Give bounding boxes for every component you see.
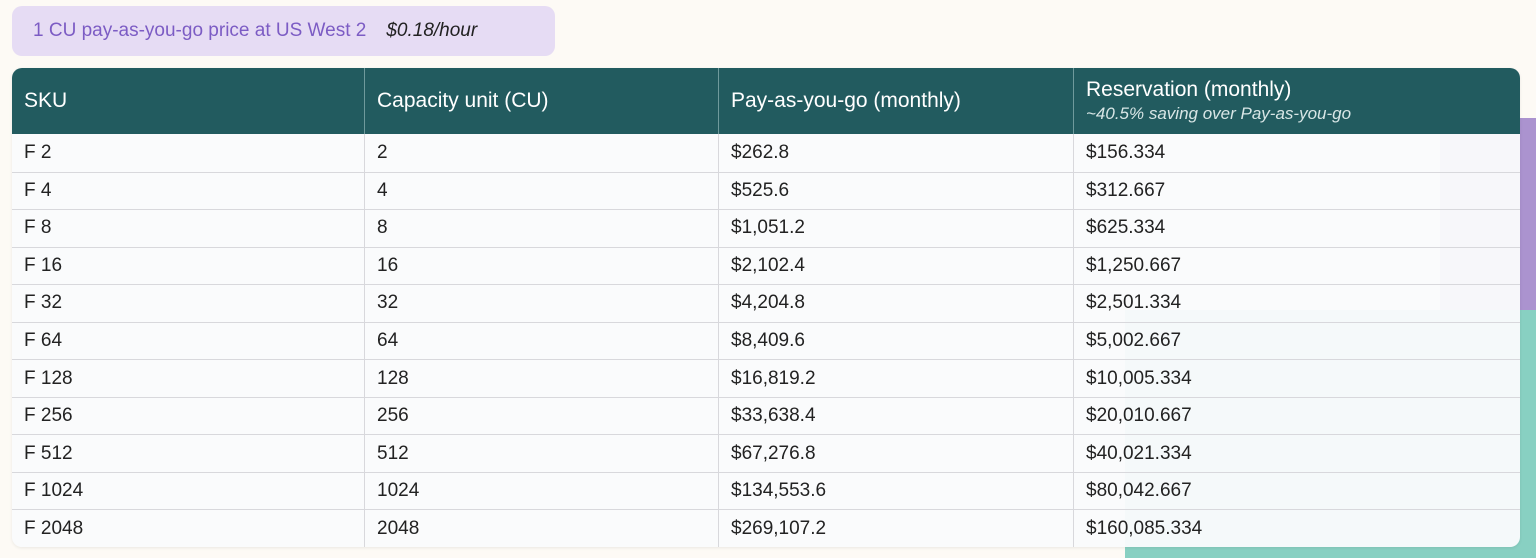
table-row: F 4 4 $525.6 $312.667: [12, 171, 1520, 210]
header-sublabel: ~40.5% saving over Pay-as-you-go: [1086, 104, 1352, 123]
cell-pay-as-you-go: $16,819.2: [719, 360, 1074, 397]
callout-price: $0.18/hour: [386, 20, 478, 41]
cell-capacity-unit: 128: [365, 360, 719, 397]
cell-sku: F 2: [12, 134, 365, 172]
cell-capacity-unit: 1024: [365, 472, 719, 510]
cell-sku: F 1024: [12, 472, 365, 510]
header-label: Capacity unit (CU): [377, 89, 549, 112]
table-row: F 1024 1024 $134,553.6 $80,042.667: [12, 471, 1520, 510]
table-row: F 2048 2048 $269,107.2 $160,085.334: [12, 509, 1520, 547]
cell-reservation: $2,501.334: [1086, 292, 1182, 314]
cell-pay-as-you-go: $134,553.6: [719, 472, 1074, 510]
header-pay-as-you-go: Pay-as-you-go (monthly): [719, 68, 1074, 134]
pricing-table: SKU Capacity unit (CU) Pay-as-you-go (mo…: [12, 68, 1520, 547]
cell-capacity-unit: 8: [365, 210, 719, 247]
table-row: F 32 32 $4,204.8 $2,501.334: [12, 284, 1520, 322]
cell-reservation: $40,021.334: [1086, 442, 1192, 464]
header-label: Reservation (monthly): [1086, 78, 1292, 101]
cell-capacity-unit: 256: [365, 397, 719, 435]
table-row: F 16 16 $2,102.4 $1,250.667: [12, 246, 1520, 285]
cell-pay-as-you-go: $262.8: [719, 134, 1074, 172]
cell-reservation: $156.334: [1086, 141, 1166, 163]
table-row: F 64 64 $8,409.6 $5,002.667: [12, 321, 1520, 360]
header-label: Pay-as-you-go (monthly): [731, 89, 961, 112]
cell-capacity-unit: 4: [365, 172, 719, 210]
cell-pay-as-you-go: $8,409.6: [719, 322, 1074, 360]
table-header: SKU Capacity unit (CU) Pay-as-you-go (mo…: [12, 68, 1520, 134]
cell-sku: F 8: [12, 210, 365, 247]
table-row: F 2 2 $262.8 $156.334: [12, 134, 1520, 172]
header-reservation: Reservation (monthly) ~40.5% saving over…: [1074, 68, 1520, 134]
cell-pay-as-you-go: $269,107.2: [719, 510, 1074, 547]
cell-reservation: $160,085.334: [1086, 517, 1203, 539]
cell-pay-as-you-go: $67,276.8: [719, 435, 1074, 472]
cell-pay-as-you-go: $4,204.8: [719, 285, 1074, 322]
cell-reservation: $20,010.667: [1086, 405, 1192, 427]
header-label: SKU: [24, 89, 68, 112]
cell-reservation: $5,002.667: [1086, 330, 1182, 351]
cell-sku: F 2048: [12, 510, 365, 547]
table-row: F 512 512 $67,276.8 $40,021.334: [12, 434, 1520, 472]
cell-sku: F 256: [12, 397, 365, 435]
cell-sku: F 16: [12, 247, 365, 285]
callout-label: 1 CU pay-as-you-go price at US West 2: [33, 20, 367, 41]
cell-sku: F 512: [12, 435, 365, 472]
header-capacity-unit: Capacity unit (CU): [365, 68, 719, 134]
cell-sku: F 64: [12, 322, 365, 360]
cell-reservation: $10,005.334: [1086, 367, 1192, 389]
cell-pay-as-you-go: $1,051.2: [719, 210, 1074, 247]
cell-reservation: $1,250.667: [1086, 254, 1182, 276]
cell-reservation: $312.667: [1086, 179, 1166, 201]
table-row: F 8 8 $1,051.2 $625.334: [12, 209, 1520, 247]
cell-capacity-unit: 2048: [365, 510, 719, 547]
cell-reservation: $80,042.667: [1086, 480, 1192, 502]
table-row: F 256 256 $33,638.4 $20,010.667: [12, 396, 1520, 435]
cell-sku: F 32: [12, 285, 365, 322]
cell-capacity-unit: 64: [365, 322, 719, 360]
cell-capacity-unit: 32: [365, 285, 719, 322]
cell-sku: F 128: [12, 360, 365, 397]
price-callout: 1 CU pay-as-you-go price at US West 2 $0…: [12, 6, 555, 56]
cell-sku: F 4: [12, 172, 365, 210]
cell-capacity-unit: 16: [365, 247, 719, 285]
cell-pay-as-you-go: $33,638.4: [719, 397, 1074, 435]
cell-capacity-unit: 2: [365, 134, 719, 172]
header-sku: SKU: [12, 68, 365, 134]
cell-reservation: $625.334: [1086, 217, 1166, 239]
table-row: F 128 128 $16,819.2 $10,005.334: [12, 359, 1520, 397]
cell-pay-as-you-go: $2,102.4: [719, 247, 1074, 285]
cell-capacity-unit: 512: [365, 435, 719, 472]
cell-pay-as-you-go: $525.6: [719, 172, 1074, 210]
